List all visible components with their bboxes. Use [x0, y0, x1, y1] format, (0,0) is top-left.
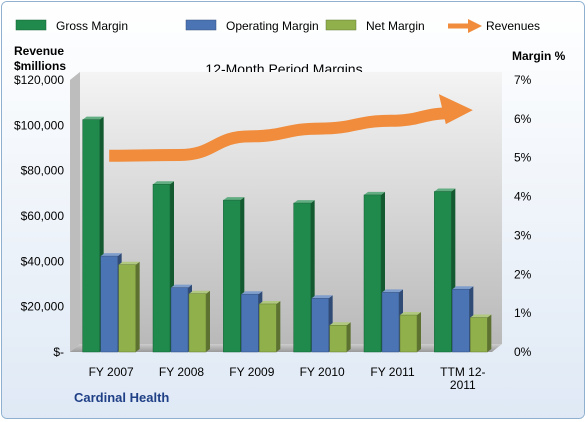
- right-tick-label: 0%: [514, 345, 532, 359]
- bar-top: [434, 188, 456, 192]
- right-tick-label: 2%: [514, 267, 532, 281]
- bar-top: [470, 314, 492, 318]
- bar-top: [311, 295, 333, 299]
- bar: [100, 255, 118, 353]
- bars: [82, 116, 492, 353]
- legend-label: Net Margin: [366, 19, 425, 33]
- bar: [223, 199, 241, 353]
- left-axis-title-line1: Revenue: [14, 44, 64, 58]
- bar-top: [223, 197, 245, 201]
- legend-label: Revenues: [486, 19, 540, 33]
- bar-top: [452, 286, 474, 290]
- x-tick-label: FY 2009: [229, 365, 274, 379]
- bar-top: [171, 284, 192, 288]
- revenue-arrowhead: [438, 94, 473, 125]
- legend-swatch: [185, 19, 217, 31]
- right-tick-label: 7%: [514, 73, 532, 87]
- category-axis-labels: FY 2007 FY 2008 FY 2009 FY 2010 FY 2011 TTM 1…: [89, 365, 486, 392]
- legend: Gross Margin Operating Margin Net Margin Re…: [15, 19, 540, 33]
- margins-chart: Gross Margin Operating Margin Net Margin Re…: [2, 2, 584, 418]
- x-tick-label: 2011: [450, 378, 476, 392]
- bar-side: [135, 261, 140, 352]
- x-tick-label: FY 2007: [89, 365, 134, 379]
- bar-top: [241, 291, 263, 295]
- legend-label: Gross Margin: [56, 19, 128, 33]
- bar-top: [82, 116, 104, 120]
- left-tick-label: $100,000: [14, 118, 64, 132]
- bar: [259, 303, 277, 353]
- bar-top: [259, 300, 281, 304]
- right-tick-label: 5%: [514, 151, 532, 165]
- bar-side: [417, 312, 421, 352]
- bar: [293, 202, 311, 353]
- left-tick-label: $60,000: [21, 209, 65, 223]
- bar-top: [364, 191, 385, 195]
- left-tick-label: $120,000: [14, 73, 64, 87]
- bar-top: [153, 181, 174, 185]
- legend-swatch: [325, 19, 357, 31]
- bar: [118, 264, 136, 353]
- bar-top: [400, 312, 421, 316]
- bar-top: [100, 253, 122, 257]
- x-tick-label: TTM 12-: [440, 365, 485, 379]
- left-tick-label: $40,000: [21, 254, 65, 268]
- legend-swatch-arrow: [468, 19, 482, 33]
- revenue-series: [109, 94, 473, 162]
- right-axis-title: Margin %: [512, 49, 566, 63]
- bar-side: [487, 314, 492, 352]
- revenue-line: [109, 107, 453, 162]
- bar: [452, 288, 470, 353]
- bar: [170, 287, 189, 353]
- bar: [381, 292, 400, 353]
- bar: [241, 293, 259, 353]
- bar: [152, 184, 171, 353]
- left-axis-title-line2: $millions: [14, 59, 66, 73]
- bar-top: [329, 322, 351, 326]
- right-tick-label: 1%: [514, 306, 532, 320]
- right-tick-label: 4%: [514, 190, 532, 204]
- right-tick-label: 3%: [514, 228, 532, 242]
- bar-top: [293, 200, 315, 204]
- bar-top: [382, 289, 403, 293]
- left-tick-label: $20,000: [21, 300, 65, 314]
- bar-top: [189, 290, 210, 294]
- bar: [82, 119, 100, 353]
- left-tick-label: $80,000: [21, 164, 65, 178]
- company-label: Cardinal Health: [74, 390, 169, 405]
- bar-side: [276, 300, 281, 352]
- x-tick-label: FY 2010: [300, 365, 345, 379]
- bar-side: [346, 322, 351, 352]
- left-axis-ticks: $- $20,000 $40,000 $60,000 $80,000 $100,000 $1…: [14, 73, 64, 359]
- bar: [311, 298, 329, 353]
- x-tick-label: FY 2008: [159, 365, 204, 379]
- bar: [399, 314, 418, 353]
- left-tick-label: $-: [53, 345, 64, 359]
- bar: [188, 293, 207, 353]
- x-tick-label: FY 2011: [370, 365, 415, 379]
- bar-top: [118, 261, 140, 265]
- legend-swatch: [15, 19, 47, 31]
- bar-side: [206, 290, 210, 352]
- bar: [470, 317, 488, 353]
- right-axis-ticks: 0% 1% 2% 3% 4% 5% 6% 7%: [514, 73, 532, 359]
- right-tick-label: 6%: [514, 112, 532, 126]
- bar: [434, 191, 452, 353]
- plot-left-wall: [70, 72, 80, 352]
- bar: [329, 325, 347, 353]
- bar: [363, 194, 382, 353]
- legend-label: Operating Margin: [226, 19, 319, 33]
